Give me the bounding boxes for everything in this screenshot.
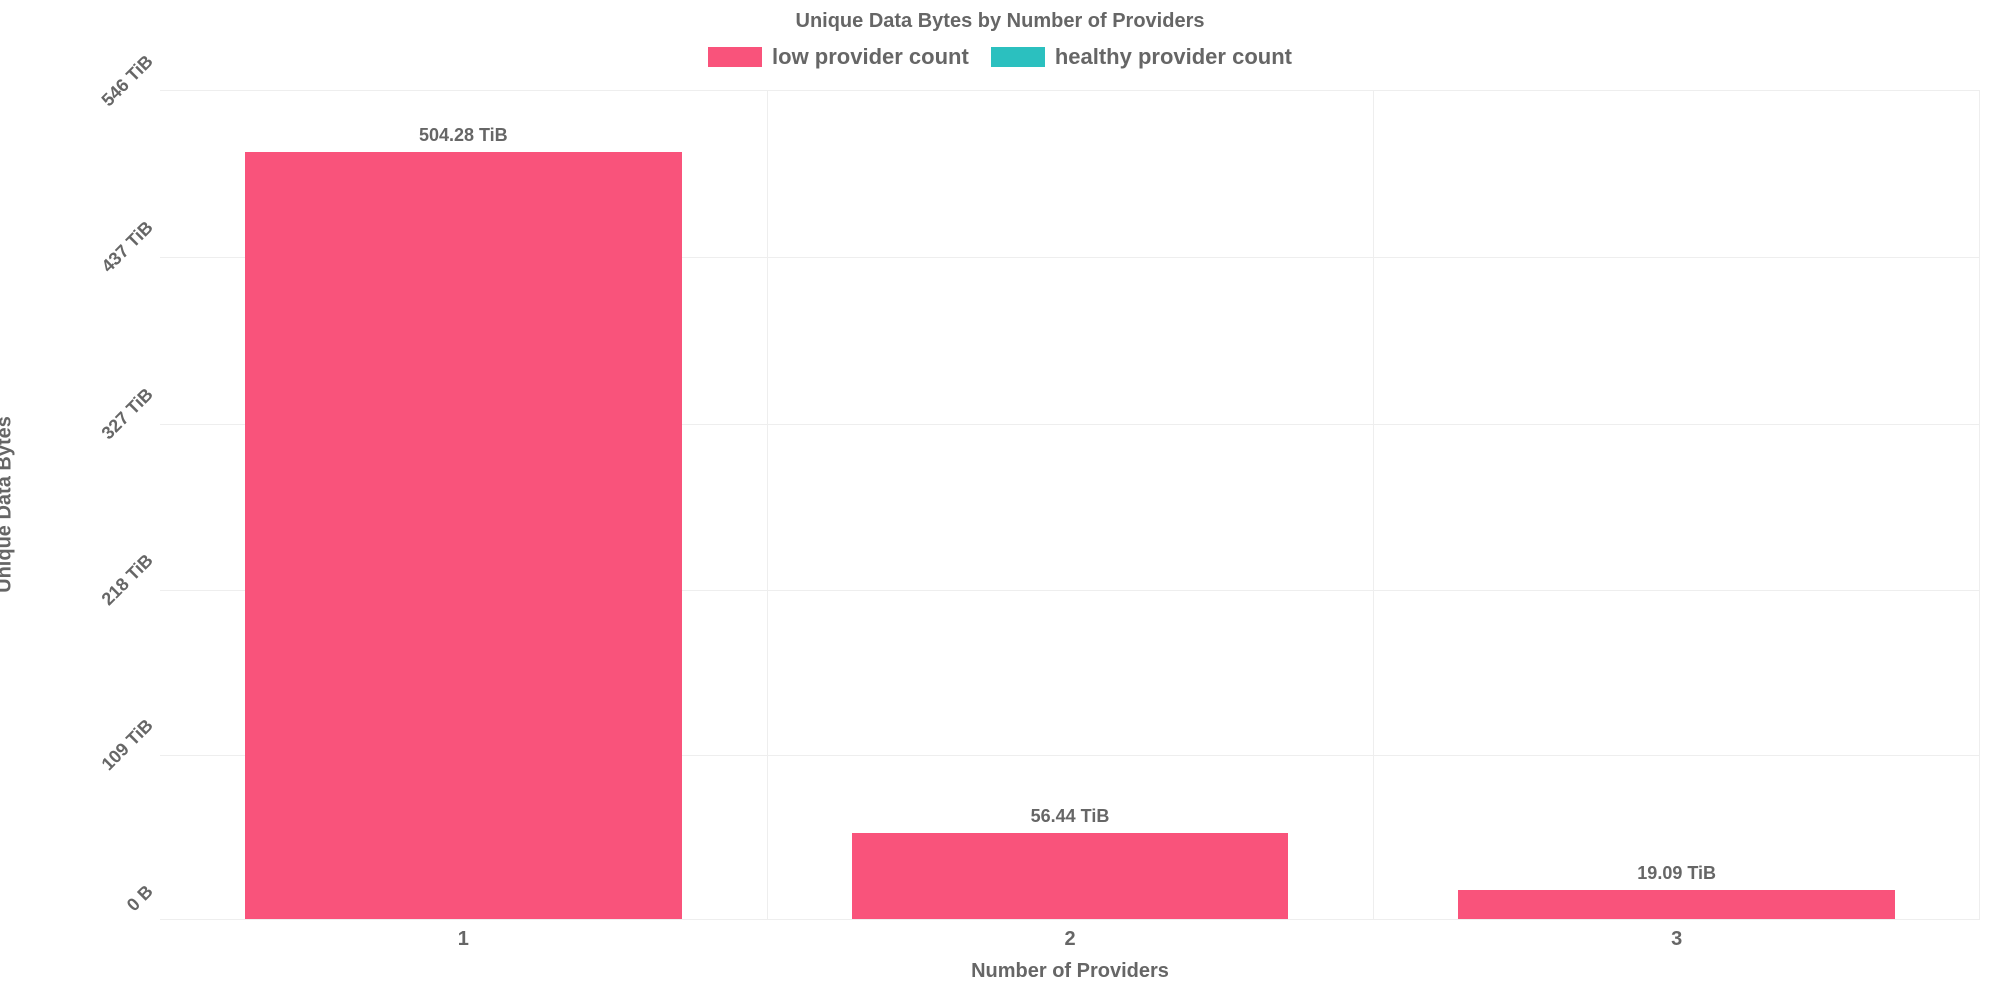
bar-value-label: 19.09 TiB bbox=[1577, 863, 1777, 884]
gridline-v bbox=[1373, 91, 1374, 919]
y-tick-label: 109 TiB bbox=[58, 715, 158, 815]
plot-area bbox=[160, 90, 1980, 920]
legend-item-healthy: healthy provider count bbox=[991, 44, 1292, 70]
y-tick-label: 218 TiB bbox=[58, 550, 158, 650]
y-tick-label: 0 B bbox=[58, 881, 158, 981]
legend-item-low: low provider count bbox=[708, 44, 969, 70]
x-tick-label: 1 bbox=[413, 928, 513, 951]
x-tick-label: 2 bbox=[1020, 928, 1120, 951]
bar-value-label: 56.44 TiB bbox=[970, 806, 1170, 827]
bar bbox=[1458, 890, 1895, 919]
y-axis-label: Unique Data Bytes bbox=[0, 375, 17, 635]
legend-label-low: low provider count bbox=[772, 44, 969, 70]
legend-swatch-healthy bbox=[991, 47, 1045, 67]
y-tick-label: 437 TiB bbox=[58, 217, 158, 317]
bar bbox=[245, 152, 682, 919]
chart-title: Unique Data Bytes by Number of Providers bbox=[0, 10, 2000, 33]
gridline-v bbox=[767, 91, 768, 919]
x-tick-label: 3 bbox=[1627, 928, 1727, 951]
y-tick-label: 327 TiB bbox=[58, 384, 158, 484]
legend-swatch-low bbox=[708, 47, 762, 67]
x-axis-label: Number of Providers bbox=[160, 960, 1980, 983]
legend-label-healthy: healthy provider count bbox=[1055, 44, 1292, 70]
bar bbox=[852, 833, 1289, 919]
chart-container: Unique Data Bytes by Number of Providers… bbox=[0, 0, 2000, 1000]
bar-value-label: 504.28 TiB bbox=[363, 125, 563, 146]
legend: low provider count healthy provider coun… bbox=[0, 44, 2000, 70]
